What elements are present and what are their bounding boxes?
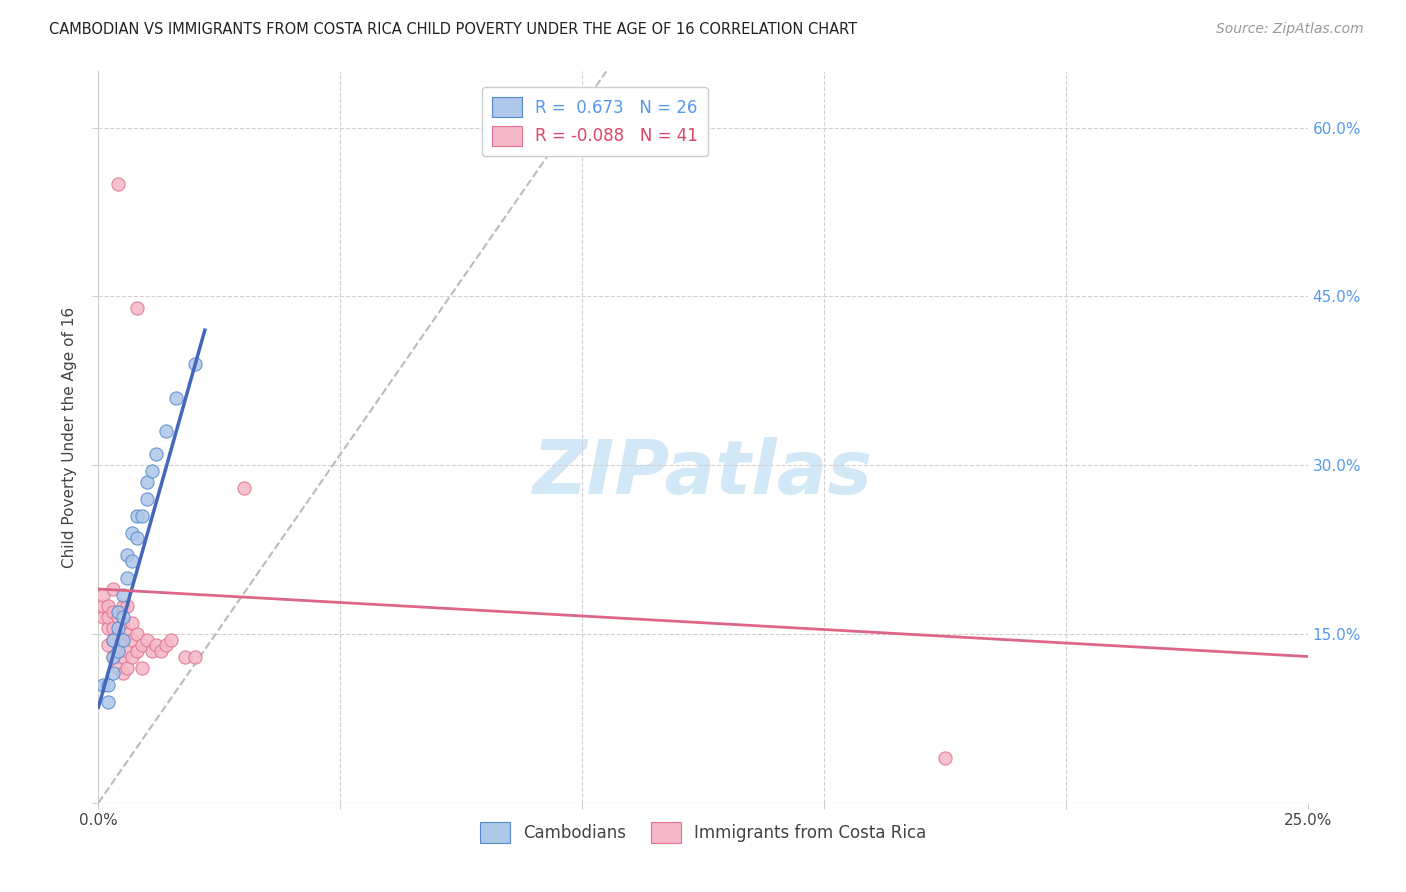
- Point: [107, 661, 129, 675]
- Point: [141, 644, 163, 658]
- Point: [184, 649, 207, 664]
- Point: [91, 588, 114, 602]
- Point: [121, 525, 143, 540]
- Point: [107, 177, 129, 191]
- Point: [97, 638, 120, 652]
- Text: CAMBODIAN VS IMMIGRANTS FROM COSTA RICA CHILD POVERTY UNDER THE AGE OF 16 CORREL: CAMBODIAN VS IMMIGRANTS FROM COSTA RICA …: [49, 22, 858, 37]
- Point: [97, 610, 120, 624]
- Point: [165, 391, 187, 405]
- Point: [121, 615, 143, 630]
- Point: [97, 678, 120, 692]
- Point: [121, 649, 143, 664]
- Point: [97, 621, 120, 635]
- Point: [131, 508, 153, 523]
- Point: [107, 644, 129, 658]
- Point: [160, 632, 183, 647]
- Point: [101, 666, 124, 681]
- Point: [934, 751, 956, 765]
- Point: [117, 548, 139, 562]
- Text: ZIPatlas: ZIPatlas: [533, 437, 873, 510]
- Point: [135, 475, 157, 489]
- Point: [145, 447, 167, 461]
- Point: [121, 632, 143, 647]
- Point: [111, 588, 134, 602]
- Point: [111, 632, 134, 647]
- Point: [127, 301, 149, 315]
- Point: [107, 644, 129, 658]
- Point: [141, 464, 163, 478]
- Point: [97, 599, 120, 613]
- Text: Source: ZipAtlas.com: Source: ZipAtlas.com: [1216, 22, 1364, 37]
- Point: [107, 605, 129, 619]
- Point: [111, 649, 134, 664]
- Point: [101, 649, 124, 664]
- Point: [111, 666, 134, 681]
- Y-axis label: Child Poverty Under the Age of 16: Child Poverty Under the Age of 16: [62, 307, 77, 567]
- Point: [111, 610, 134, 624]
- Point: [117, 627, 139, 641]
- Point: [135, 632, 157, 647]
- Point: [127, 532, 149, 546]
- Point: [127, 644, 149, 658]
- Point: [131, 638, 153, 652]
- Point: [101, 605, 124, 619]
- Point: [184, 357, 207, 371]
- Point: [91, 678, 114, 692]
- Point: [107, 610, 129, 624]
- Point: [101, 649, 124, 664]
- Point: [117, 571, 139, 585]
- Point: [117, 661, 139, 675]
- Point: [101, 621, 124, 635]
- Point: [101, 582, 124, 596]
- Point: [121, 554, 143, 568]
- Point: [101, 632, 124, 647]
- Point: [111, 632, 134, 647]
- Point: [135, 491, 157, 506]
- Point: [232, 481, 254, 495]
- Point: [117, 599, 139, 613]
- Point: [155, 425, 177, 439]
- Point: [117, 644, 139, 658]
- Point: [107, 621, 129, 635]
- Point: [127, 508, 149, 523]
- Point: [107, 627, 129, 641]
- Point: [101, 632, 124, 647]
- Point: [127, 627, 149, 641]
- Point: [150, 644, 173, 658]
- Point: [111, 599, 134, 613]
- Point: [155, 638, 177, 652]
- Legend: Cambodians, Immigrants from Costa Rica: Cambodians, Immigrants from Costa Rica: [472, 815, 934, 849]
- Point: [97, 694, 120, 708]
- Point: [145, 638, 167, 652]
- Point: [174, 649, 197, 664]
- Point: [131, 661, 153, 675]
- Point: [91, 599, 114, 613]
- Point: [91, 610, 114, 624]
- Point: [111, 615, 134, 630]
